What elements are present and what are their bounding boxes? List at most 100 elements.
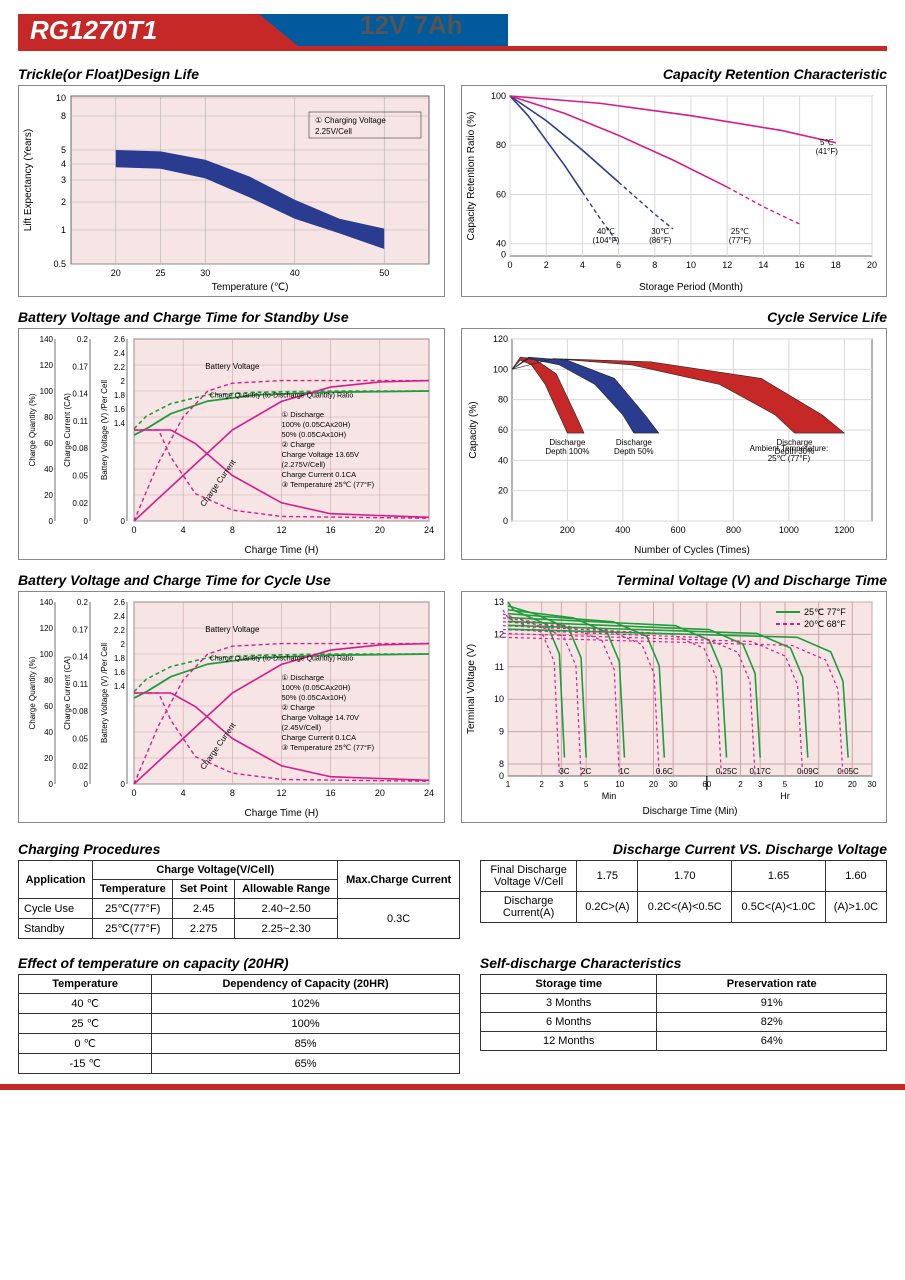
t2-r1-0: 1.75	[577, 861, 638, 892]
svg-text:2.4: 2.4	[114, 612, 126, 621]
svg-text:③ Temperature 25℃ (77°F): ③ Temperature 25℃ (77°F)	[282, 480, 375, 489]
t1-h-app: Application	[19, 861, 93, 899]
table4-title: Self-discharge Characteristics	[480, 955, 887, 971]
svg-text:0: 0	[84, 780, 89, 789]
svg-text:12: 12	[276, 525, 286, 535]
svg-text:60: 60	[495, 189, 505, 199]
table-cell: -15 ℃	[19, 1054, 152, 1074]
svg-text:5: 5	[782, 780, 787, 789]
svg-text:0: 0	[131, 525, 136, 535]
svg-text:Discharge: Discharge	[615, 438, 652, 447]
svg-text:2.4: 2.4	[114, 349, 126, 358]
svg-text:Discharge: Discharge	[549, 438, 586, 447]
svg-text:Charge Quantity (%): Charge Quantity (%)	[28, 393, 37, 466]
svg-text:Discharge Time (Min): Discharge Time (Min)	[642, 806, 737, 817]
svg-text:0.14: 0.14	[72, 390, 88, 399]
svg-text:5℃: 5℃	[820, 138, 833, 147]
svg-text:0.05: 0.05	[72, 735, 88, 744]
svg-text:16: 16	[794, 260, 804, 270]
svg-text:20: 20	[497, 486, 507, 496]
svg-text:140: 140	[40, 598, 54, 607]
t1-h-temp: Temperature	[93, 880, 173, 899]
svg-text:0.17: 0.17	[72, 625, 88, 634]
svg-text:(104°F): (104°F)	[592, 236, 619, 245]
t2-r2h: Discharge Current(A)	[480, 892, 576, 923]
svg-text:80: 80	[44, 413, 53, 422]
svg-text:0.2: 0.2	[77, 598, 89, 607]
svg-text:5: 5	[583, 780, 588, 789]
svg-text:Charge Current (CA): Charge Current (CA)	[63, 656, 72, 730]
svg-text:5: 5	[61, 145, 66, 155]
chart1: 20253040500.512345810Temperature (℃)Lift…	[18, 85, 445, 297]
table-cell: 85%	[152, 1034, 460, 1054]
svg-text:③ Temperature 25℃ (77°F): ③ Temperature 25℃ (77°F)	[282, 743, 375, 752]
svg-text:8: 8	[652, 260, 657, 270]
svg-text:0.17C: 0.17C	[749, 767, 771, 776]
svg-text:60: 60	[44, 702, 53, 711]
svg-text:0.02: 0.02	[72, 499, 88, 508]
svg-text:2: 2	[121, 640, 126, 649]
table-header: Preservation rate	[657, 975, 887, 994]
svg-text:0: 0	[121, 780, 126, 789]
svg-text:120: 120	[40, 361, 54, 370]
svg-text:2.25V/Cell: 2.25V/Cell	[315, 127, 352, 136]
chart2: 02468101214161820406080100040℃(104°F)30℃…	[461, 85, 888, 297]
svg-text:Lift Expectancy (Years): Lift Expectancy (Years)	[23, 129, 34, 231]
svg-text:Charge Quantity (to-Discharge: Charge Quantity (to-Discharge Quantity) …	[210, 393, 354, 400]
chart3-title: Battery Voltage and Charge Time for Stan…	[18, 309, 445, 325]
t1-r1-app: Standby	[19, 919, 93, 939]
t1-h-sp: Set Point	[173, 880, 234, 899]
svg-text:3C: 3C	[559, 767, 569, 776]
svg-text:0.25C: 0.25C	[715, 767, 737, 776]
svg-text:(77°F): (77°F)	[728, 236, 751, 245]
svg-text:0: 0	[121, 517, 126, 526]
svg-text:100: 100	[40, 650, 54, 659]
svg-text:0.17: 0.17	[72, 362, 88, 371]
svg-text:3: 3	[559, 780, 564, 789]
svg-text:1.8: 1.8	[114, 391, 126, 400]
svg-text:20℃ 68°F: 20℃ 68°F	[804, 619, 846, 629]
table3-title: Effect of temperature on capacity (20HR)	[18, 955, 460, 971]
svg-text:40: 40	[495, 239, 505, 249]
svg-text:16: 16	[326, 525, 336, 535]
svg-text:1C: 1C	[619, 767, 629, 776]
table-header: Temperature	[19, 975, 152, 994]
svg-text:6: 6	[616, 260, 621, 270]
t1-r0-temp: 25℃(77°F)	[93, 899, 173, 919]
t2-r2-3: (A)>1.0C	[825, 892, 886, 923]
svg-text:1.4: 1.4	[114, 682, 126, 691]
svg-text:50% (0.05CAx10H): 50% (0.05CAx10H)	[282, 430, 347, 439]
svg-text:25℃: 25℃	[730, 227, 748, 236]
table-cell: 12 Months	[480, 1032, 657, 1051]
svg-text:120: 120	[492, 334, 507, 344]
svg-text:① Charging Voltage: ① Charging Voltage	[315, 116, 386, 125]
t1-r0-ar: 2.40~2.50	[234, 899, 338, 919]
t1-r0-sp: 2.45	[173, 899, 234, 919]
table-cell: 102%	[152, 994, 460, 1014]
t2-r2-2: 0.5C<(A)<1.0C	[732, 892, 826, 923]
svg-text:16: 16	[326, 788, 336, 798]
svg-text:① Discharge: ① Discharge	[282, 673, 325, 682]
t2-r1-3: 1.60	[825, 861, 886, 892]
table2-title: Discharge Current VS. Discharge Voltage	[480, 841, 887, 857]
table4: Storage timePreservation rate3 Months91%…	[480, 974, 887, 1051]
svg-text:0.2: 0.2	[77, 335, 89, 344]
svg-text:(2.275V/Cell): (2.275V/Cell)	[282, 460, 326, 469]
svg-text:Number of Cycles (Times): Number of Cycles (Times)	[634, 545, 750, 556]
svg-text:Temperature (℃): Temperature (℃)	[212, 282, 289, 293]
svg-text:0.08: 0.08	[72, 444, 88, 453]
svg-text:100% (0.05CAx20H): 100% (0.05CAx20H)	[282, 420, 351, 429]
svg-text:Battery Voltage: Battery Voltage	[205, 362, 260, 371]
svg-text:2: 2	[121, 377, 126, 386]
svg-text:9: 9	[498, 727, 503, 737]
svg-text:12: 12	[276, 788, 286, 798]
t1-h-cv: Charge Voltage(V/Cell)	[93, 861, 338, 880]
table-cell: 0 ℃	[19, 1034, 152, 1054]
svg-text:0: 0	[84, 517, 89, 526]
table-cell: 25 ℃	[19, 1014, 152, 1034]
svg-text:2: 2	[543, 260, 548, 270]
svg-text:30℃: 30℃	[651, 227, 669, 236]
spec-text: 12V 7Ah	[360, 10, 463, 41]
svg-text:0.11: 0.11	[73, 417, 89, 426]
svg-text:80: 80	[495, 140, 505, 150]
